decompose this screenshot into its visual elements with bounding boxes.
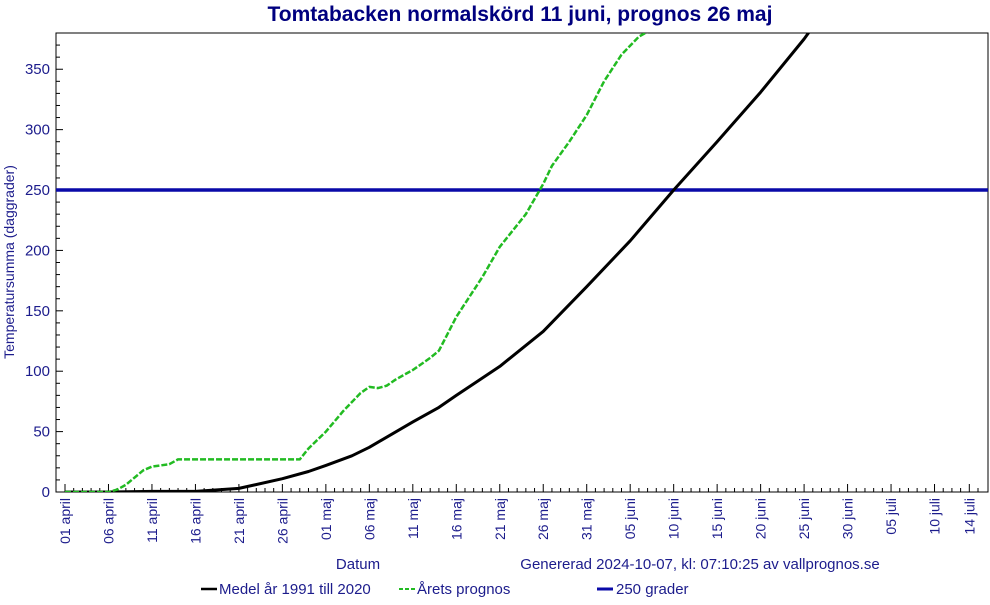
y-tick-label: 300 [25,122,50,139]
x-tick-label: 21 april [231,498,247,544]
y-tick-label: 350 [25,61,50,78]
y-tick-label: 0 [42,484,50,501]
y-tick-label: 200 [25,242,50,259]
x-tick-label: 16 maj [448,498,464,540]
x-tick-label: 06 maj [361,498,377,540]
x-axis: 01 april 06 april 11 april 16 april 21 april… [57,484,979,544]
x-tick-label: 15 juni [709,498,725,539]
x-tick-label: 30 juni [840,498,856,539]
x-tick-label: 16 april [187,498,203,544]
y-tick-label: 150 [25,303,50,320]
x-tick-label: 26 maj [535,498,551,540]
x-tick-label: 10 juni [666,498,682,539]
y-tick-label: 250 [25,182,50,199]
legend-threshold-label: 250 grader [616,581,689,598]
y-axis-label: Temperatursumma (daggrader) [1,165,17,359]
x-tick-label: 11 april [144,498,160,543]
legend: Medel år 1991 till 2020 Årets prognos 25… [201,581,689,598]
y-tick-label: 50 [33,424,50,441]
x-axis-label: Datum [336,556,380,573]
x-tick-label: 11 maj [405,498,421,539]
chart-title: Tomtabacken normalskörd 11 juni, prognos… [268,3,773,26]
y-tick-label: 100 [25,363,50,380]
x-tick-label: 01 april [57,498,73,544]
y-axis: 0 50 100 150 200 250 300 350 [25,32,63,501]
x-tick-label: 25 juni [796,498,812,539]
generated-note: Genererad 2024-10-07, kl: 07:10:25 av va… [520,556,879,573]
x-tick-label: 06 april [100,498,116,544]
x-tick-label: 26 april [274,498,290,544]
forecast-series-line [65,33,649,492]
x-tick-label: 14 juli [961,498,977,535]
x-tick-label: 05 juli [883,498,899,535]
x-tick-label: 21 maj [492,498,508,540]
x-tick-label: 20 juni [753,498,769,539]
x-tick-label: 05 juni [622,498,638,539]
legend-mean-label: Medel år 1991 till 2020 [219,581,371,598]
x-tick-label: 10 juli [927,498,943,535]
x-tick-label: 01 maj [318,498,334,540]
mean-series-line [65,33,811,492]
plot-area [55,32,989,493]
legend-forecast-label: Årets prognos [417,581,510,598]
x-tick-label: 31 maj [579,498,595,540]
series-layer [56,33,988,492]
